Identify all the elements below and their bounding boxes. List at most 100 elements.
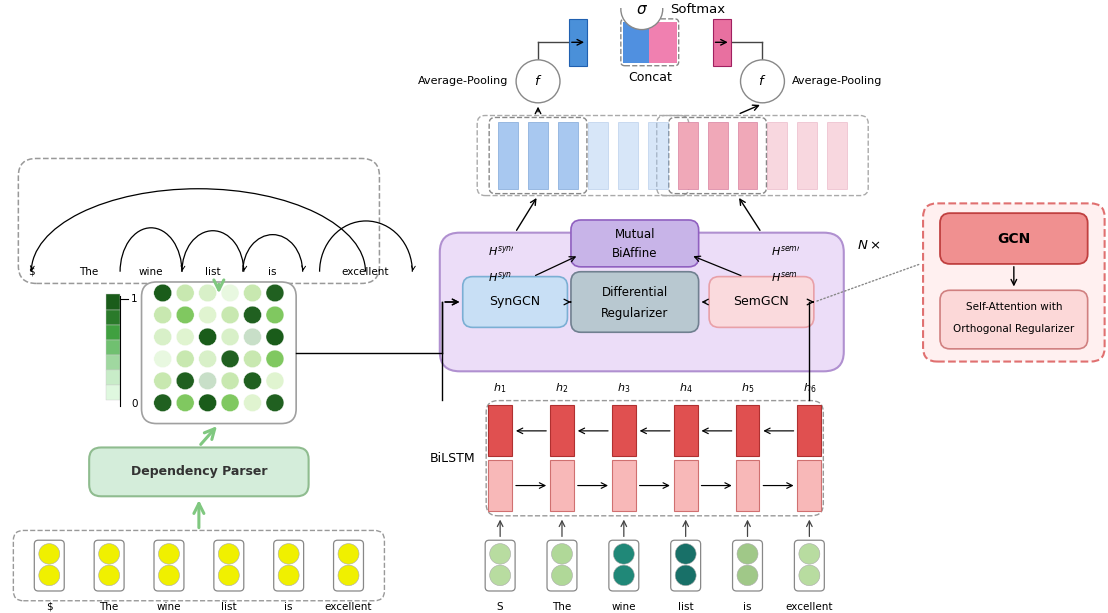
Text: $f$: $f$ bbox=[758, 74, 767, 88]
Circle shape bbox=[176, 284, 194, 302]
Text: Concat: Concat bbox=[628, 71, 671, 84]
Circle shape bbox=[620, 0, 663, 29]
FancyBboxPatch shape bbox=[485, 540, 515, 591]
Circle shape bbox=[266, 394, 284, 411]
Text: Self-Attention with: Self-Attention with bbox=[965, 302, 1063, 312]
Circle shape bbox=[154, 394, 172, 411]
Circle shape bbox=[740, 60, 784, 103]
Bar bbox=[798, 405, 821, 456]
Bar bbox=[106, 340, 120, 355]
Text: The: The bbox=[553, 601, 572, 612]
Circle shape bbox=[552, 544, 573, 564]
FancyBboxPatch shape bbox=[940, 213, 1088, 264]
FancyBboxPatch shape bbox=[463, 276, 567, 327]
Text: The: The bbox=[80, 267, 99, 276]
FancyBboxPatch shape bbox=[571, 272, 699, 332]
Circle shape bbox=[154, 328, 172, 346]
Text: list: list bbox=[678, 601, 694, 612]
Circle shape bbox=[158, 544, 179, 564]
Circle shape bbox=[614, 544, 634, 564]
Bar bbox=[649, 22, 677, 63]
Bar bbox=[678, 123, 698, 189]
Bar bbox=[623, 22, 650, 63]
Bar bbox=[708, 123, 728, 189]
Text: $H^{syn\prime}$: $H^{syn\prime}$ bbox=[489, 244, 515, 258]
Bar bbox=[736, 460, 759, 511]
Text: Mutual: Mutual bbox=[615, 228, 655, 241]
Text: 1: 1 bbox=[131, 294, 137, 304]
FancyBboxPatch shape bbox=[334, 540, 363, 591]
Circle shape bbox=[244, 284, 261, 302]
Bar bbox=[648, 123, 668, 189]
Text: BiLSTM: BiLSTM bbox=[430, 452, 475, 465]
Text: Regularizer: Regularizer bbox=[602, 307, 668, 320]
FancyBboxPatch shape bbox=[142, 282, 296, 424]
Circle shape bbox=[799, 544, 820, 564]
Circle shape bbox=[176, 306, 194, 324]
Bar bbox=[738, 123, 758, 189]
Circle shape bbox=[222, 306, 239, 324]
Text: Differential: Differential bbox=[602, 286, 668, 299]
Circle shape bbox=[198, 306, 216, 324]
Circle shape bbox=[99, 544, 120, 564]
Bar bbox=[106, 325, 120, 340]
Bar bbox=[106, 385, 120, 400]
Circle shape bbox=[198, 328, 216, 346]
FancyBboxPatch shape bbox=[547, 540, 577, 591]
Circle shape bbox=[338, 544, 359, 564]
Text: SynGCN: SynGCN bbox=[490, 295, 541, 308]
Circle shape bbox=[490, 544, 511, 564]
Circle shape bbox=[222, 372, 239, 390]
Text: BiAffine: BiAffine bbox=[612, 246, 657, 260]
Circle shape bbox=[244, 372, 261, 390]
Circle shape bbox=[552, 565, 573, 585]
Circle shape bbox=[737, 565, 758, 585]
Text: wine: wine bbox=[612, 601, 636, 612]
Circle shape bbox=[222, 394, 239, 411]
Text: Average-Pooling: Average-Pooling bbox=[792, 77, 883, 86]
Text: list: list bbox=[205, 267, 220, 276]
Bar bbox=[529, 123, 548, 189]
Circle shape bbox=[99, 565, 120, 585]
FancyBboxPatch shape bbox=[89, 447, 309, 497]
FancyBboxPatch shape bbox=[440, 233, 844, 371]
Bar bbox=[499, 123, 519, 189]
Circle shape bbox=[516, 60, 560, 103]
Circle shape bbox=[176, 372, 194, 390]
Text: $h_{4}$: $h_{4}$ bbox=[679, 381, 692, 395]
Text: is: is bbox=[268, 267, 277, 276]
Circle shape bbox=[278, 565, 299, 585]
Text: $N\times$: $N\times$ bbox=[858, 239, 881, 252]
Circle shape bbox=[222, 284, 239, 302]
Circle shape bbox=[266, 284, 284, 302]
FancyBboxPatch shape bbox=[214, 540, 244, 591]
Text: excellent: excellent bbox=[786, 601, 833, 612]
FancyBboxPatch shape bbox=[940, 291, 1088, 349]
Circle shape bbox=[154, 306, 172, 324]
Circle shape bbox=[218, 565, 239, 585]
Text: is: is bbox=[285, 601, 293, 612]
Circle shape bbox=[266, 372, 284, 390]
Text: SemGCN: SemGCN bbox=[733, 295, 789, 308]
Bar bbox=[106, 294, 120, 310]
Text: $h_{3}$: $h_{3}$ bbox=[617, 381, 630, 395]
Text: Softmax: Softmax bbox=[669, 2, 725, 15]
Text: $H^{sem\prime}$: $H^{sem\prime}$ bbox=[771, 244, 801, 258]
Text: excellent: excellent bbox=[325, 601, 372, 612]
Text: $h_{5}$: $h_{5}$ bbox=[741, 381, 755, 395]
Circle shape bbox=[266, 328, 284, 346]
Circle shape bbox=[244, 394, 261, 411]
Text: $H^{sem}$: $H^{sem}$ bbox=[771, 270, 799, 284]
Bar bbox=[106, 355, 120, 370]
Text: is: is bbox=[743, 601, 751, 612]
Circle shape bbox=[218, 544, 239, 564]
Text: wine: wine bbox=[156, 601, 182, 612]
Text: $f$: $f$ bbox=[534, 74, 542, 88]
Circle shape bbox=[198, 394, 216, 411]
Bar bbox=[106, 310, 120, 325]
Circle shape bbox=[266, 350, 284, 368]
Circle shape bbox=[198, 284, 216, 302]
Circle shape bbox=[176, 350, 194, 368]
Bar bbox=[588, 123, 608, 189]
Text: wine: wine bbox=[138, 267, 163, 276]
